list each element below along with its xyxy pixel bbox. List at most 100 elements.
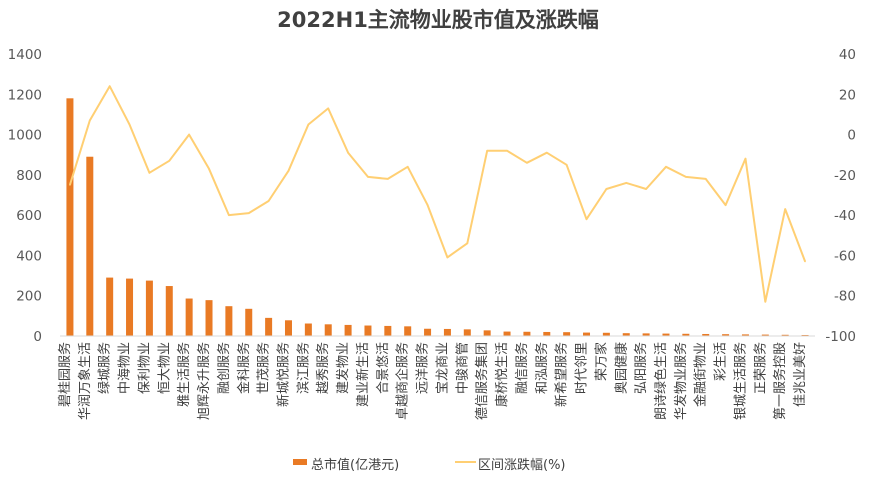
bar — [66, 98, 74, 336]
category-label: 中骏商管 — [455, 342, 470, 394]
category-label: 金科服务 — [236, 342, 252, 394]
line-point — [208, 168, 210, 170]
line-point — [69, 184, 71, 186]
line-point — [89, 119, 91, 122]
bar — [344, 324, 352, 336]
line-point — [466, 242, 469, 245]
bar — [126, 278, 134, 336]
line-point — [685, 176, 687, 178]
line-point — [188, 133, 190, 136]
category-label: 彩生活 — [714, 342, 729, 381]
right-tick-label: -100 — [825, 329, 856, 345]
line-point — [228, 214, 230, 216]
right-tick-label: -40 — [834, 208, 856, 224]
category-label: 德信服务集团 — [474, 342, 490, 420]
line-point — [148, 172, 151, 174]
category-label: 新希望服务 — [554, 342, 570, 407]
line-point — [168, 159, 171, 162]
line-path — [68, 85, 807, 303]
line-point — [585, 218, 588, 220]
bar — [702, 333, 710, 336]
category-label: 华润万象生活 — [78, 342, 93, 420]
category-axis: 碧桂园服务 华润万象生活 绿城服务 中海物业 保利物业 恒大物业 雅生活服务 旭辉永升服务 融创… — [57, 335, 815, 420]
category-label: 建业新生活 — [355, 342, 371, 407]
line-point — [764, 300, 767, 303]
bar — [364, 325, 372, 336]
category-label: 合景悠活 — [376, 342, 391, 394]
line-point — [108, 85, 111, 88]
bar — [424, 328, 432, 336]
bar — [741, 334, 749, 336]
line-point — [327, 107, 330, 110]
legend-label-bar: 总市值(亿港元) — [311, 457, 399, 473]
line-point — [267, 200, 270, 202]
category-label: 雅生活服务 — [176, 342, 192, 407]
bar — [642, 333, 650, 336]
left-tick-label: 400 — [16, 248, 42, 264]
bar — [185, 298, 193, 336]
line-point — [545, 151, 548, 154]
line-point — [307, 123, 310, 126]
bar — [265, 317, 273, 336]
bar — [106, 277, 114, 336]
left-tick-label: 1000 — [8, 128, 42, 144]
bar — [781, 334, 789, 336]
left-tick-label: 1200 — [8, 87, 42, 103]
category-label: 建发物业 — [335, 342, 351, 394]
bar — [583, 332, 591, 336]
line-point — [724, 204, 727, 206]
line-point — [625, 182, 628, 184]
chart-title: 2022H1主流物业股市值及涨跌幅 — [277, 8, 599, 32]
category-label: 佳兆业美好 — [793, 342, 808, 407]
category-label: 新城悦服务 — [275, 342, 291, 407]
left-tick-label: 1400 — [8, 47, 42, 63]
category-label: 旭辉永升服务 — [196, 342, 212, 420]
category-label: 华发物业服务 — [673, 342, 689, 420]
category-label: 卓越商企服务 — [395, 342, 411, 420]
line-point — [565, 163, 568, 166]
line-series — [68, 85, 807, 303]
bar — [483, 330, 491, 336]
right-tick-label: 20 — [839, 87, 856, 103]
bar — [682, 333, 690, 336]
bar — [245, 308, 253, 336]
bar — [622, 333, 630, 336]
bar — [503, 331, 511, 336]
bar — [523, 331, 531, 336]
bar — [801, 334, 809, 336]
category-label: 碧桂园服务 — [57, 342, 73, 407]
category-label: 银城生活服务 — [732, 342, 748, 420]
bar — [225, 306, 233, 336]
left-tick-label: 600 — [16, 208, 42, 224]
bar — [543, 331, 551, 336]
bar — [205, 300, 213, 336]
legend-label-line: 区间涨跌幅(%) — [478, 457, 566, 473]
category-label: 绿城服务 — [97, 342, 113, 394]
right-tick-label: -80 — [834, 289, 856, 305]
line-point — [347, 151, 349, 154]
bar — [722, 334, 730, 336]
category-label: 世茂服务 — [256, 342, 272, 394]
bar — [165, 286, 173, 336]
line-point — [446, 256, 449, 259]
right-tick-label: 40 — [839, 47, 856, 63]
right-tick-label: -20 — [834, 168, 856, 184]
line-point — [526, 161, 528, 164]
bar — [284, 320, 292, 336]
bar — [662, 333, 670, 336]
category-label: 第一服务控股 — [772, 342, 788, 420]
line-point — [128, 123, 131, 126]
category-label: 奥园健康 — [613, 342, 629, 394]
category-label: 正荣服务 — [752, 342, 768, 394]
line-point — [406, 166, 409, 168]
line-point — [744, 157, 747, 160]
bar — [443, 328, 451, 336]
line-point — [645, 188, 647, 190]
line-point — [367, 176, 369, 178]
line-point — [605, 188, 608, 190]
bar-series — [66, 98, 809, 336]
bar — [324, 324, 332, 336]
category-label: 恒大物业 — [157, 342, 172, 394]
category-label: 弘阳服务 — [633, 342, 649, 394]
